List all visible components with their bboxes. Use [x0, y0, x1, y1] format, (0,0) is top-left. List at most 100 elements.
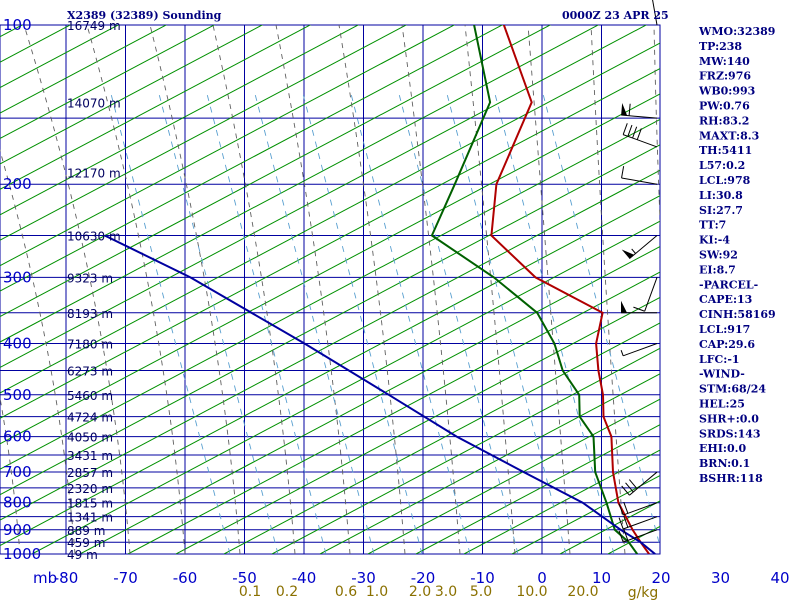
- index-line: -WIND-: [699, 368, 745, 381]
- temperature-tick-label: 30: [711, 569, 730, 587]
- dewpoint-trace: [430, 25, 639, 554]
- wind-barb-flag: [622, 123, 628, 135]
- wind-barb-staff: [623, 502, 658, 516]
- pressure-tick-label: 100: [3, 16, 32, 34]
- dry-adiabat: [0, 93, 660, 445]
- dry-adiabat: [79, 246, 660, 554]
- index-line: KI:-4: [699, 234, 730, 247]
- pressure-tick-label: 800: [3, 494, 32, 512]
- dry-adiabat: [271, 347, 660, 554]
- stability-indices-panel: WMO:32389 TP:238 MW:140 FRZ:976 WB0:993 PW:0.…: [698, 25, 776, 485]
- moist-adiabat: [23, 25, 131, 554]
- moist-adiabat: [86, 25, 186, 554]
- dry-adiabat: [367, 398, 660, 554]
- height-label: 5460 m: [67, 389, 113, 403]
- temperature-tick-label: -60: [173, 569, 198, 587]
- sounding-traces: [104, 25, 656, 554]
- mixing-ratio-label: 2.0: [409, 584, 431, 600]
- mixing-ratio-line: [205, 89, 327, 554]
- dry-adiabat: [0, 42, 660, 394]
- temperature-tick-label: 0: [537, 569, 547, 587]
- height-label: 2857 m: [67, 466, 113, 480]
- wind-barb: [621, 471, 658, 496]
- mixing-ratio-line: [445, 89, 567, 554]
- wind-barb-flag: [632, 126, 638, 139]
- pressure-temperature-grid: [0, 24, 661, 555]
- height-label: 1341 m: [67, 511, 113, 525]
- wind-barb-pennant: [621, 249, 635, 259]
- temperature-tick-label: -20: [411, 569, 436, 587]
- mixing-ratio-line: [253, 89, 375, 554]
- mixing-ratio-line: [397, 89, 519, 554]
- dry-adiabat: [0, 25, 504, 292]
- height-label: 14070 m: [67, 96, 121, 110]
- wind-barb-flag: [618, 517, 624, 530]
- mixing-ratio-line: [301, 89, 423, 554]
- index-line: EI:8.7: [699, 263, 736, 276]
- wind-barb-staff: [623, 343, 658, 357]
- index-line: TT:7: [699, 219, 726, 232]
- mixing-ratio-label: 1.0: [366, 584, 388, 600]
- mixing-ratio-unit-label: g/kg: [628, 585, 659, 600]
- mixing-ratio-line: [349, 89, 471, 554]
- wind-barb-flag: [623, 528, 629, 541]
- moist-adiabat: [212, 25, 296, 554]
- wind-barb-flag: [621, 166, 625, 179]
- pressure-tick-label: 200: [3, 175, 32, 193]
- dry-adiabat: [0, 195, 660, 547]
- index-line: RH:83.2: [699, 114, 749, 127]
- moist-adiabat: [0, 149, 76, 554]
- station-title: X2389 (32389) Sounding: [67, 9, 222, 22]
- height-label: 7180 m: [67, 337, 113, 351]
- mixing-ratio-label: 3.0: [435, 584, 457, 600]
- parcel-trace: [104, 234, 656, 554]
- wind-barb-flag: [623, 501, 629, 514]
- pressure-tick-label: 900: [3, 521, 32, 539]
- pressure-tick-label: 400: [3, 334, 32, 352]
- height-label: 4050 m: [67, 431, 113, 445]
- moist-adiabat: [338, 25, 406, 554]
- temperature-tick-label: 40: [770, 569, 789, 587]
- wind-barb: [621, 166, 658, 185]
- wind-barb-flag: [627, 124, 633, 137]
- index-line: MAXT:8.3: [699, 129, 759, 142]
- wind-barb-half-flag: [631, 248, 636, 254]
- wind-barb-pennant: [621, 300, 627, 313]
- temperature-tick-label: -40: [292, 569, 317, 587]
- wind-barb-staff: [629, 235, 658, 260]
- mixing-ratio-label: 0.1: [239, 584, 261, 600]
- wind-barb: [618, 528, 658, 543]
- wind-barb-staff: [623, 516, 658, 530]
- index-line: WMO:32389: [698, 25, 775, 38]
- index-line: FRZ:976: [699, 70, 751, 83]
- temperature-tick-label: -80: [54, 569, 79, 587]
- wind-barb: [633, 277, 658, 312]
- height-label: 6273 m: [67, 365, 113, 379]
- dry-adiabat: [127, 271, 660, 554]
- wind-barb-flag: [636, 128, 642, 140]
- mixing-ratio-line: [493, 89, 615, 554]
- height-label: 49 m: [67, 548, 98, 562]
- dry-adiabat: [319, 373, 660, 554]
- dry-adiabat: [0, 25, 648, 369]
- mixing-ratio-label: 20.0: [567, 584, 598, 600]
- wind-barb: [621, 103, 658, 119]
- temperature-tick-label: 20: [651, 569, 670, 587]
- dry-adiabat: [0, 25, 456, 267]
- index-line: HEL:25: [699, 398, 745, 411]
- index-line: LCL:978: [699, 174, 751, 187]
- index-line: WB0:993: [698, 85, 755, 98]
- pressure-tick-label: 1000: [3, 545, 41, 563]
- wind-barb: [621, 235, 658, 260]
- wind-barb-flag: [621, 485, 630, 496]
- wind-barb-half-flag: [620, 349, 624, 356]
- dry-adiabat: [175, 296, 660, 554]
- height-label: 459 m: [67, 536, 105, 550]
- pressure-tick-label: 500: [3, 386, 32, 404]
- wind-barbs: [618, 0, 658, 543]
- index-line: SI:27.7: [699, 204, 743, 217]
- wind-barb-flag: [618, 503, 624, 516]
- height-label: 16749 m: [67, 19, 121, 33]
